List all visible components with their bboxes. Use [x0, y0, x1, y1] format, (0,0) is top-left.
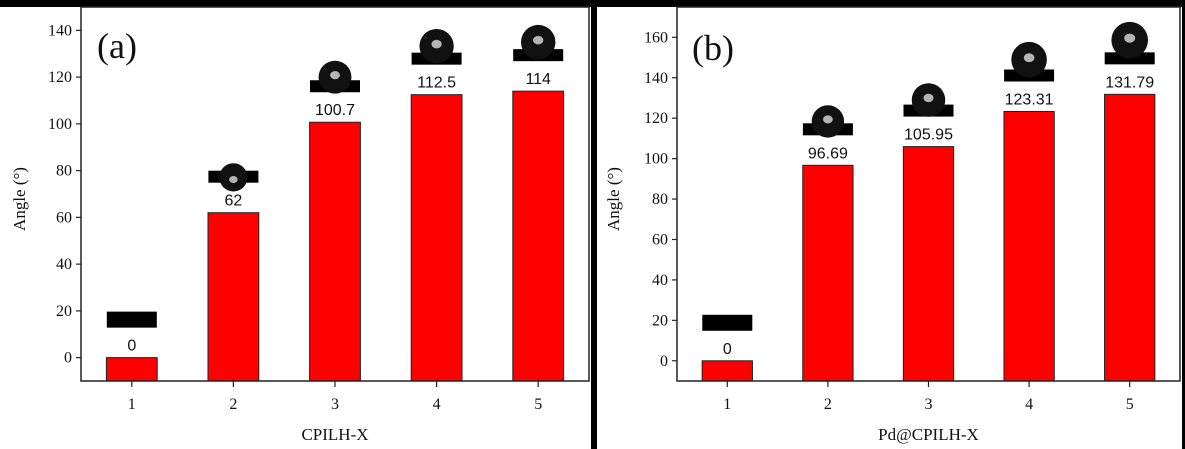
droplet-image: [1004, 41, 1055, 82]
y-tick-label: 80: [56, 163, 72, 180]
x-tick-label: 2: [229, 396, 237, 413]
y-tick-label: 40: [56, 256, 72, 273]
data-label: 105.95: [904, 127, 953, 144]
droplet-highlight: [823, 115, 833, 124]
y-tick-label: 140: [48, 22, 72, 39]
droplet-highlight: [1124, 33, 1136, 43]
data-label: 0: [723, 341, 732, 358]
x-axis-label: CPILH-X: [301, 425, 368, 444]
x-tick-label: 1: [128, 396, 136, 413]
panel-background: [0, 7, 591, 449]
droplet-image: [702, 314, 753, 331]
bar-5: [1104, 93, 1156, 382]
y-tick-label: 20: [652, 312, 668, 329]
data-label: 62: [225, 193, 243, 210]
x-tick-label: 3: [925, 396, 933, 413]
bar-2: [207, 212, 260, 382]
x-tick-label: 3: [331, 396, 339, 413]
y-tick-label: 60: [56, 209, 72, 226]
y-tick-label: 20: [56, 303, 72, 320]
y-axis-label: Angle (°): [10, 167, 29, 231]
y-tick-label: 0: [64, 350, 72, 367]
droplet-image: [411, 28, 462, 65]
y-tick-label: 80: [652, 191, 668, 208]
droplet-highlight: [330, 71, 340, 80]
y-tick-label: 120: [644, 110, 668, 127]
bar-3: [309, 121, 361, 382]
data-label: 112.5: [417, 75, 456, 92]
droplet-highlight: [533, 35, 544, 45]
data-label: 96.69: [808, 145, 848, 162]
droplet-highlight: [1023, 53, 1035, 63]
droplet-highlight: [923, 93, 934, 103]
y-tick-label: 140: [644, 70, 668, 87]
data-label: 100.7: [315, 102, 355, 119]
droplet-highlight: [229, 176, 238, 184]
droplet-image: [1104, 21, 1155, 65]
bar-2: [802, 164, 854, 382]
data-label: 0: [127, 338, 136, 355]
y-tick-label: 100: [48, 116, 72, 133]
droplet-substrate: [106, 315, 157, 328]
droplet-highlight: [431, 39, 442, 49]
droplet-image: [513, 24, 564, 62]
x-tick-label: 5: [534, 396, 542, 413]
x-tick-label: 1: [723, 396, 731, 413]
y-tick-label: 60: [652, 231, 668, 248]
bar-3: [902, 146, 955, 382]
panel-label: (b): [692, 28, 734, 68]
y-tick-label: 120: [48, 69, 72, 86]
bar-1: [105, 357, 158, 382]
bar-5: [512, 90, 565, 382]
droplet-image: [310, 60, 360, 94]
x-axis-label: Pd@CPILH-X: [878, 425, 979, 444]
y-tick-label: 100: [644, 151, 668, 168]
chart-panel-b: 0 96.69 105.95 123.31 131.79 0 20 40 60 80 100 120 1…: [597, 6, 1182, 449]
bar-4: [1003, 110, 1055, 382]
panel-background: [597, 7, 1182, 449]
droplet-image: [208, 163, 259, 192]
data-label: 131.79: [1105, 74, 1154, 91]
y-tick-label: 0: [660, 353, 668, 370]
x-tick-label: 2: [824, 396, 832, 413]
droplet-film: [106, 311, 157, 317]
y-tick-label: 40: [652, 272, 668, 289]
droplet-substrate: [702, 318, 753, 331]
x-tick-label: 5: [1126, 396, 1134, 413]
y-axis-label: Angle (°): [604, 167, 623, 231]
bar-1: [701, 360, 753, 382]
x-tick-label: 4: [433, 396, 441, 413]
droplet-film: [702, 314, 753, 320]
y-tick-label: 160: [644, 29, 668, 46]
panel-label: (a): [97, 26, 137, 66]
droplet-image: [903, 83, 954, 117]
chart-panel-a: 0 62 100.7 112.5 114 0 20 40 60 80 100 120 140 1 2 3 4 5 C…: [0, 6, 591, 449]
droplet-image: [802, 105, 853, 138]
bar-4: [410, 94, 463, 382]
data-label: 123.31: [1005, 91, 1054, 108]
data-label: 114: [525, 71, 551, 88]
droplet-image: [106, 311, 157, 328]
x-tick-label: 4: [1025, 396, 1033, 413]
